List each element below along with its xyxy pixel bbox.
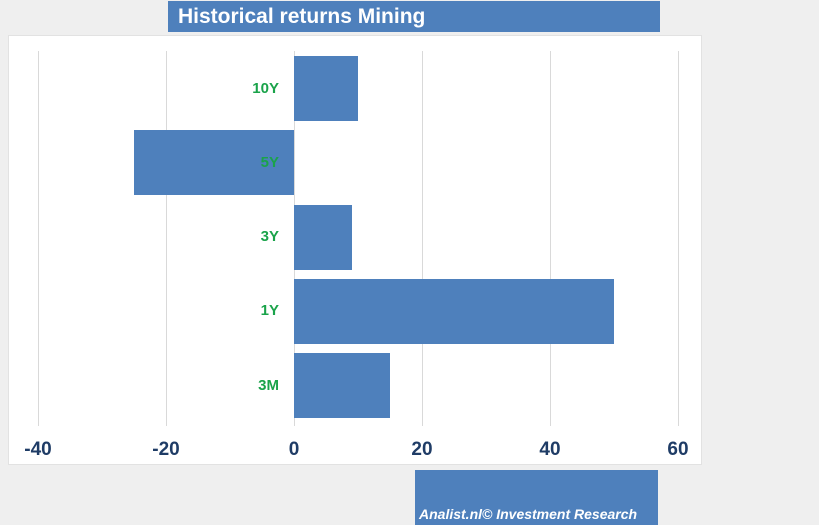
branding-text: Analist.nl© Investment Research — [419, 506, 638, 522]
bar-3m — [294, 353, 390, 418]
gridline-20 — [421, 51, 423, 426]
x-tick-label-20: 20 — [411, 439, 433, 460]
bar-1y — [294, 278, 614, 344]
gridline-40 — [549, 51, 551, 426]
gridline--40 — [37, 51, 39, 426]
category-label-3m: 3M — [258, 376, 279, 394]
category-label-1y: 1Y — [260, 302, 279, 320]
category-label-10y: 10Y — [252, 79, 279, 97]
chart-panel: -40 -20 0 20 40 60 10Y 5Y 3Y 1Y 3M — [8, 35, 702, 465]
x-tick-label--20: -20 — [152, 439, 180, 460]
bar-10y — [294, 56, 358, 121]
x-tick-label--40: -40 — [24, 439, 52, 460]
x-tick-label-40: 40 — [539, 439, 561, 460]
plot-area: -40 -20 0 20 40 60 10Y 5Y 3Y 1Y 3M — [9, 36, 701, 464]
gridline-60 — [677, 51, 679, 426]
bar-5y — [134, 130, 294, 196]
bar-3y — [294, 204, 352, 270]
x-tick-label-0: 0 — [288, 439, 300, 460]
gridline--20 — [165, 51, 167, 426]
x-tick-label-60: 60 — [667, 439, 689, 460]
branding-footer: Analist.nl© Investment Research — [415, 470, 658, 525]
category-label-3y: 3Y — [260, 228, 279, 245]
category-label-5y: 5Y — [260, 153, 279, 171]
chart-title: Historical returns Mining — [178, 5, 426, 28]
chart-title-bar: Historical returns Mining — [168, 1, 660, 32]
